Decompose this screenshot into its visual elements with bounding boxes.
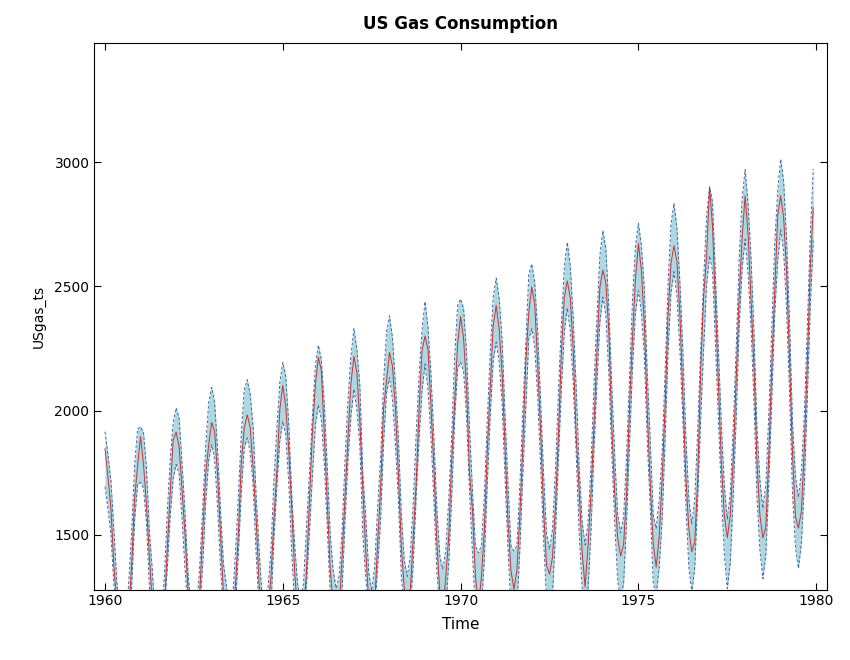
Y-axis label: USgas_ts: USgas_ts: [32, 284, 46, 348]
X-axis label: Time: Time: [442, 617, 479, 632]
Title: US Gas Consumption: US Gas Consumption: [363, 15, 558, 33]
